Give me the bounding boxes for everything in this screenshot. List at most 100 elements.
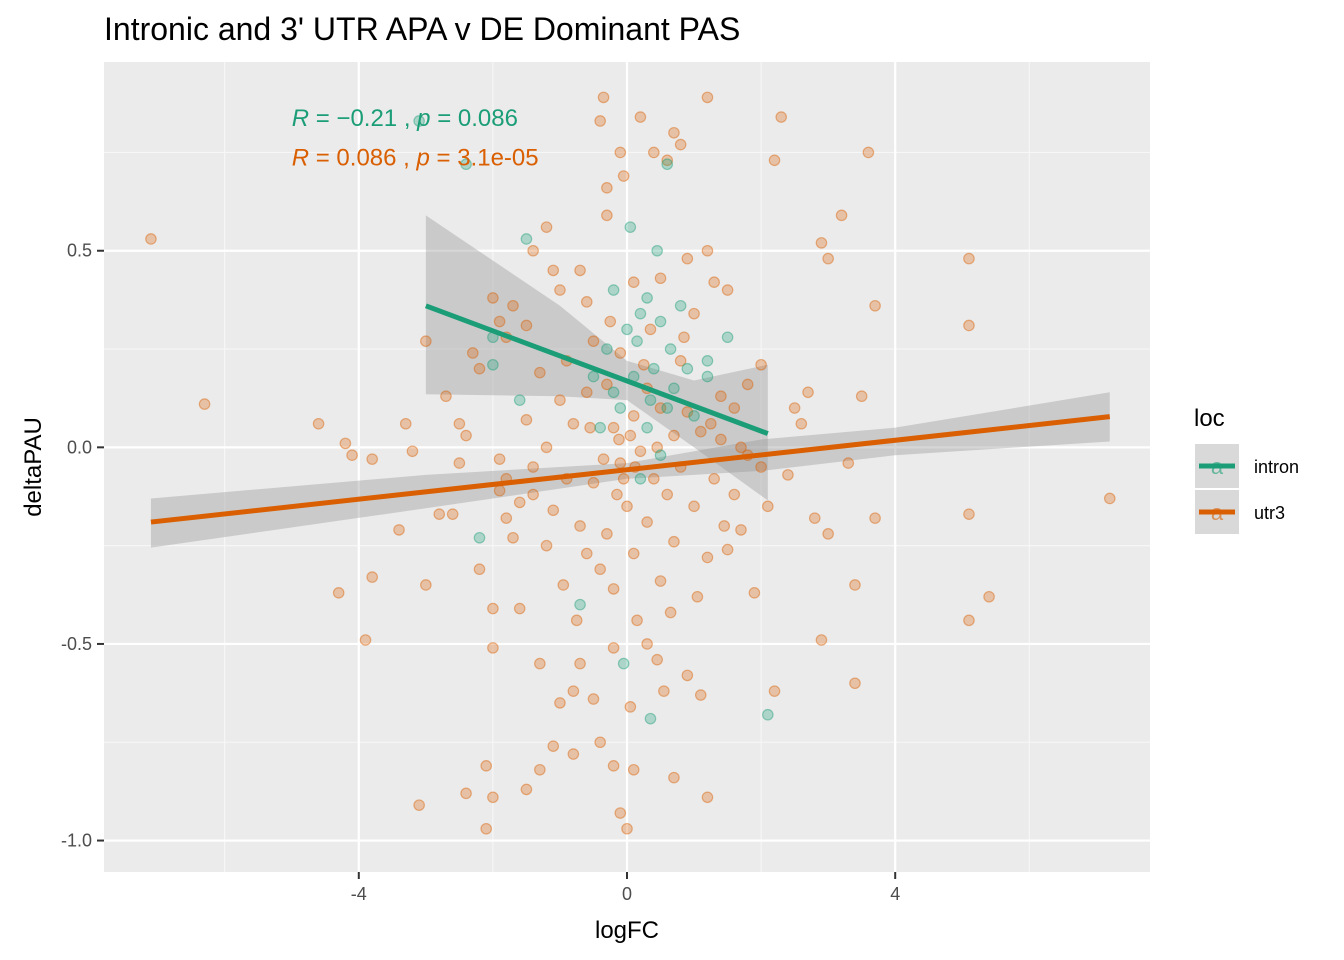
utr3-point [555,395,565,405]
intron-point [642,293,652,303]
utr3-point [146,234,156,244]
utr3-point [401,419,411,429]
utr3-point [729,403,739,413]
utr3-point [716,391,726,401]
utr3-point [742,379,752,389]
utr3-point [642,517,652,527]
utr3-point [642,639,652,649]
utr3-point [984,592,994,602]
utr3-point [548,265,558,275]
utr3-point [669,430,679,440]
utr3-point [582,387,592,397]
utr3-point [870,513,880,523]
utr3-point [602,210,612,220]
utr3-point [655,576,665,586]
utr3-point [605,316,615,326]
utr3-point [488,603,498,613]
utr3-point [394,525,404,535]
utr3-point [481,761,491,771]
intron-point [689,411,699,421]
utr3-point [541,442,551,452]
legend-title: loc [1194,405,1225,432]
legend-label-intron: intron [1254,457,1299,477]
utr3-point [575,521,585,531]
utr3-point [608,422,618,432]
utr3-point [421,336,431,346]
utr3-point [635,112,645,122]
utr3-point [521,784,531,794]
utr3-point [716,434,726,444]
utr3-point [964,253,974,263]
x-tick-label: -4 [351,884,367,904]
intron-point [702,371,712,381]
utr3-point [602,183,612,193]
utr3-point [528,489,538,499]
intron-point [632,336,642,346]
intron-point [669,383,679,393]
utr3-point [823,253,833,263]
utr3-point [632,615,642,625]
utr3-point [615,147,625,157]
utr3-point [776,112,786,122]
intron-correlation-label: R = −0.21 , p = 0.086 [292,105,518,132]
utr3-point [367,454,377,464]
intron-point [635,474,645,484]
legend-label-utr3: utr3 [1254,503,1285,523]
intron-point [575,599,585,609]
utr3-point [823,529,833,539]
utr3-point [749,588,759,598]
intron-point [682,363,692,373]
utr3-point [789,403,799,413]
utr3-point [421,580,431,590]
utr3-point [615,458,625,468]
intron-point [722,332,732,342]
utr3-point [602,529,612,539]
utr3-point [729,489,739,499]
utr3-point [488,792,498,802]
utr3-point [763,501,773,511]
utr3-point [595,737,605,747]
utr3-point [665,607,675,617]
utr3-point [702,792,712,802]
utr3-point [360,635,370,645]
utr3-point [598,454,608,464]
intron-point [655,316,665,326]
utr3-point [481,824,491,834]
utr3-point [722,285,732,295]
utr3-point [558,580,568,590]
utr3-point [548,741,558,751]
utr3-point [199,399,209,409]
utr3-point [679,332,689,342]
utr3-point [568,419,578,429]
utr3-point [706,419,716,429]
utr3-point [528,462,538,472]
utr3-point [709,474,719,484]
utr3-point [659,686,669,696]
utr3-point [836,210,846,220]
utr3-point [528,246,538,256]
intron-point [649,363,659,373]
utr3-point [863,147,873,157]
utr3-point [541,540,551,550]
intron-point [488,360,498,370]
utr3-point [615,348,625,358]
utr3-point [407,446,417,456]
intron-point [615,403,625,413]
x-axis-title: logFC [595,917,659,944]
utr3-point [816,635,826,645]
utr3-point [535,367,545,377]
utr3-point [494,454,504,464]
utr3-point [555,285,565,295]
utr3-point [515,497,525,507]
x-tick-label: 4 [890,884,900,904]
utr3-point [1105,493,1115,503]
utr3-point [783,470,793,480]
utr3-point [575,265,585,275]
utr3-point [615,808,625,818]
utr3-point [769,686,779,696]
y-tick-label: -1.0 [61,831,92,851]
utr3-point [582,548,592,558]
utr3-point [850,678,860,688]
utr3-point [535,658,545,668]
utr3-point [541,222,551,232]
